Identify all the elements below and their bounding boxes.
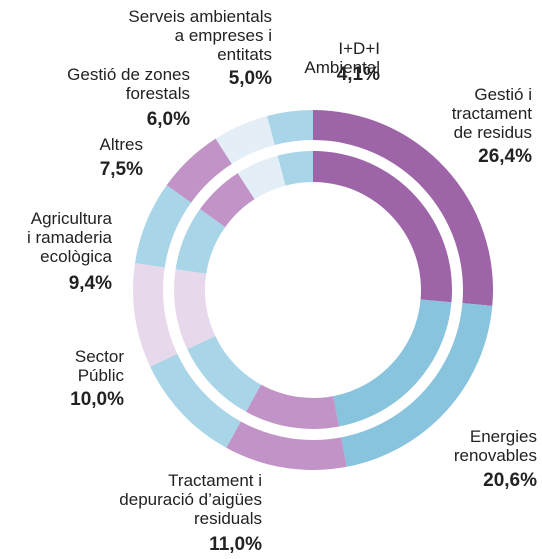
value-label: 7,5% (100, 159, 143, 180)
segment-label: residuals (194, 509, 262, 528)
segment-label: Sector (75, 347, 124, 366)
outer-segment (226, 421, 347, 471)
inner-segment (313, 151, 453, 303)
outer-segment (135, 185, 192, 268)
segment-label: Ambiental (304, 58, 380, 77)
value-label: 6,0% (147, 109, 190, 130)
value-label: 10,0% (70, 389, 124, 410)
outer-segment (166, 138, 232, 203)
inner-segment (246, 384, 340, 429)
inner-segment (187, 335, 261, 412)
segment-label: Altres (100, 135, 143, 154)
inner-segment (333, 299, 452, 427)
outer-segment (132, 262, 178, 367)
value-label: 5,0% (229, 68, 272, 89)
value-label: 26,4% (478, 146, 532, 167)
segment-label: tractament (452, 104, 533, 123)
inner-segment (200, 173, 255, 228)
outer-segment (341, 303, 493, 467)
inner-segment (175, 209, 226, 274)
inner-segment (237, 155, 286, 200)
outer-segment (267, 110, 313, 145)
segment-label: ecològica (40, 247, 112, 266)
segment-label: Serveis ambientals (128, 7, 272, 26)
segment-label: depuració d’aigües (119, 490, 262, 509)
segment-label: forestals (126, 84, 190, 103)
value-label: 20,6% (483, 470, 537, 491)
segment-label: renovables (454, 446, 537, 465)
segment-label: I+D+I (338, 39, 380, 58)
segment-label: Tractament i (168, 471, 262, 490)
segment-label: de residus (454, 123, 532, 142)
value-label: 4,1% (337, 64, 380, 85)
inner-segment (277, 151, 313, 186)
outer-segment (150, 353, 241, 448)
value-label: 9,4% (69, 273, 112, 294)
segment-label: Energies (470, 427, 537, 446)
segment-label: i ramaderia (27, 228, 113, 247)
segment-label: Gestió i (474, 85, 532, 104)
outer-segment (313, 110, 493, 306)
segment-label: Agricultura (31, 209, 113, 228)
segment-label: a empreses i (175, 26, 272, 45)
outer-segment (215, 115, 275, 164)
segment-label: Públic (78, 366, 125, 385)
segment-label: Gestió de zones (67, 65, 190, 84)
value-label: 11,0% (209, 534, 262, 555)
inner-segment (173, 269, 216, 350)
segment-label: entitats (217, 45, 272, 64)
